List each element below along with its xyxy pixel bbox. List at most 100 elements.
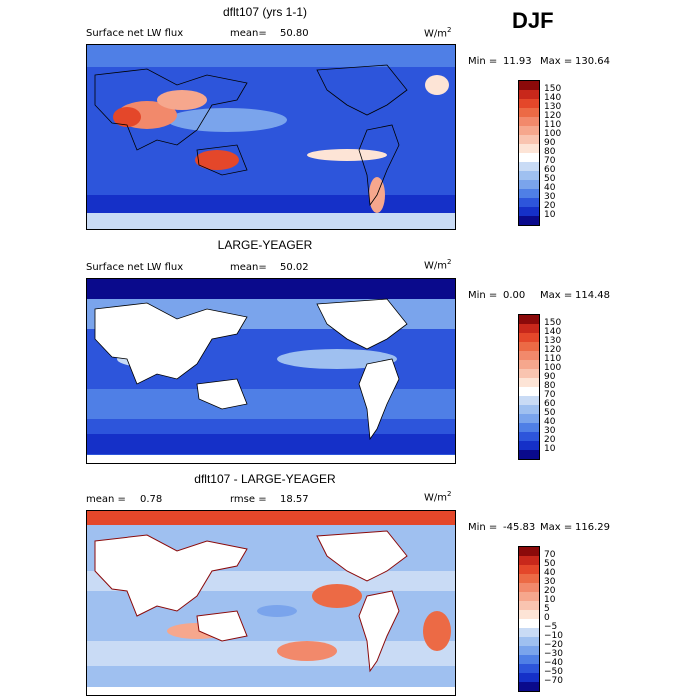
panel-2-colorbar-label: 50 <box>544 407 556 418</box>
colorbar-swatch <box>519 117 539 126</box>
colorbar-swatch <box>519 144 539 153</box>
colorbar-swatch <box>519 565 539 574</box>
colorbar-swatch <box>519 655 539 664</box>
panel-3-mean-value: 0.78 <box>140 494 163 505</box>
colorbar-swatch <box>519 637 539 646</box>
panel-1-colorbar-label: 90 <box>544 137 556 148</box>
colorbar-swatch <box>519 81 539 90</box>
colorbar-swatch <box>519 432 539 441</box>
colorbar-swatch <box>519 216 539 225</box>
panel-2-map-svg <box>87 279 455 463</box>
colorbar-swatch <box>519 378 539 387</box>
panel-1-mean-label: mean= <box>230 28 267 39</box>
panel-1-colorbar-label: 60 <box>544 164 556 175</box>
colorbar-swatch <box>519 99 539 108</box>
panel-2-colorbar-label: 150 <box>544 317 562 328</box>
panel-1-colorbar-label: 130 <box>544 101 562 112</box>
panel-3-mean-label: mean = <box>86 494 126 505</box>
colorbar-swatch <box>519 673 539 682</box>
colorbar-swatch <box>519 126 539 135</box>
panel-1-colorbar-label: 120 <box>544 110 562 121</box>
colorbar-swatch <box>519 153 539 162</box>
panel-3-colorbar-label: 40 <box>544 567 556 578</box>
panel-1-colorbar <box>518 80 540 226</box>
panel-2-min-label: Min = <box>468 290 498 301</box>
panel-1-max-label: Max = <box>540 56 573 67</box>
panel-1-colorbar-label: 140 <box>544 92 562 103</box>
colorbar-swatch <box>519 396 539 405</box>
colorbar-swatch <box>519 574 539 583</box>
panel-3-colorbar <box>518 546 540 692</box>
panel-3-colorbar-label: −50 <box>544 666 563 677</box>
colorbar-swatch <box>519 198 539 207</box>
colorbar-swatch <box>519 646 539 655</box>
colorbar-swatch <box>519 180 539 189</box>
panel-1-colorbar-label: 10 <box>544 209 556 220</box>
panel-3-colorbar-label: −70 <box>544 675 563 686</box>
panel-1-colorbar-label: 40 <box>544 182 556 193</box>
season-label: DJF <box>512 8 554 33</box>
panel-3-colorbar-label: 10 <box>544 594 556 605</box>
colorbar-swatch <box>519 90 539 99</box>
colorbar-swatch <box>519 414 539 423</box>
panel-3-units: W/m2 <box>424 490 452 504</box>
panel-3-colorbar-label: 0 <box>544 612 550 623</box>
panel-3-colorbar-labels: 70 50 40 30 20 10 5 0 −5 −10 −20 −30 −40… <box>544 546 584 690</box>
panel-3-colorbar-label: 70 <box>544 549 556 560</box>
panel-3-map <box>86 510 456 696</box>
panel-2-map <box>86 278 456 464</box>
panel-2-field: Surface net LW flux <box>86 262 184 273</box>
colorbar-swatch <box>519 360 539 369</box>
panel-2-title: LARGE-YEAGER <box>217 238 313 252</box>
panel-1-colorbar-label: 110 <box>544 119 562 130</box>
colorbar-swatch <box>519 171 539 180</box>
panel-2-mean-label: mean= <box>230 262 267 273</box>
panel-1-max-value: 130.64 <box>575 56 610 67</box>
colorbar-swatch <box>519 351 539 360</box>
panel-2-colorbar-label: 80 <box>544 380 556 391</box>
panel-2-colorbar-label: 70 <box>544 389 556 400</box>
panel-2-colorbar-label: 130 <box>544 335 562 346</box>
panel-2-colorbar-label: 90 <box>544 371 556 382</box>
panel-2-min-value: 0.00 <box>503 290 526 301</box>
colorbar-swatch <box>519 387 539 396</box>
colorbar-swatch <box>519 441 539 450</box>
panel-1-colorbar-label: 50 <box>544 173 556 184</box>
panel-3-colorbar-label: −30 <box>544 648 563 659</box>
panel-1-min-value: 11.93 <box>503 56 532 67</box>
panel-1-min-label: Min = <box>468 56 498 67</box>
panel-3-rmse-value: 18.57 <box>280 494 309 505</box>
panel-2-colorbar-label: 20 <box>544 434 556 445</box>
panel-3-colorbar-label: 50 <box>544 558 556 569</box>
colorbar-swatch <box>519 619 539 628</box>
panel-3-colorbar-label: −10 <box>544 630 563 641</box>
panel-3-max-label: Max = <box>540 522 573 533</box>
panel-3-colorbar-label: −5 <box>544 621 558 632</box>
colorbar-swatch <box>519 682 539 691</box>
panel-1-field: Surface net LW flux <box>86 28 184 39</box>
colorbar-swatch <box>519 135 539 144</box>
panel-1-colorbar-label: 150 <box>544 83 562 94</box>
panel-1-units: W/m2 <box>424 26 452 40</box>
panel-3-max-value: 116.29 <box>575 522 610 533</box>
colorbar-swatch <box>519 333 539 342</box>
panel-3-min-value: -45.83 <box>503 522 536 533</box>
colorbar-swatch <box>519 342 539 351</box>
panel-1-colorbar-label: 30 <box>544 191 556 202</box>
panel-1-title: dflt107 (yrs 1-1) <box>222 5 308 19</box>
colorbar-swatch <box>519 583 539 592</box>
panel-2-colorbar-label: 140 <box>544 326 562 337</box>
panel-2-mean-value: 50.02 <box>280 262 309 273</box>
colorbar-swatch <box>519 189 539 198</box>
panel-2-colorbar-label: 100 <box>544 362 562 373</box>
panel-3-colorbar-label: 30 <box>544 576 556 587</box>
panel-2-max-value: 114.48 <box>575 290 610 301</box>
panel-2-max-label: Max = <box>540 290 573 301</box>
panel-2-colorbar <box>518 314 540 460</box>
panel-2-colorbar-label: 40 <box>544 416 556 427</box>
colorbar-swatch <box>519 628 539 637</box>
colorbar-swatch <box>519 207 539 216</box>
panel-3-colorbar-label: 20 <box>544 585 556 596</box>
panel-3-rmse-label: rmse = <box>230 494 267 505</box>
panel-3-title: dflt107 - LARGE-YEAGER <box>194 472 336 486</box>
